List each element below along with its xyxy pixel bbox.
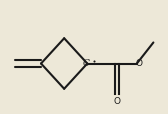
Text: O: O: [135, 59, 142, 68]
Text: O: O: [114, 96, 121, 105]
Text: C: C: [83, 59, 90, 68]
